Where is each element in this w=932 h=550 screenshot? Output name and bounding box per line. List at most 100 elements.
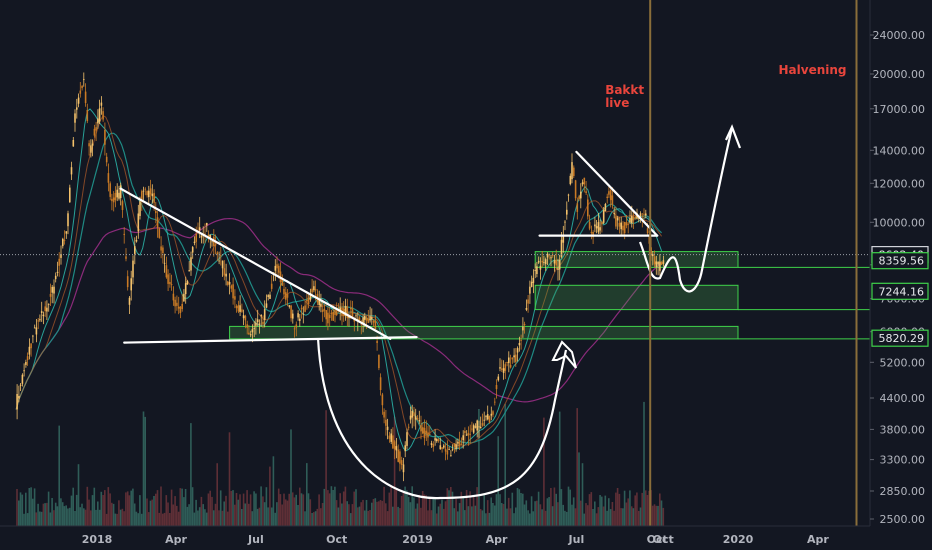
volume-bar (212, 510, 215, 526)
y-tick-label: 4400.00 (880, 392, 926, 405)
volume-bar (349, 513, 352, 526)
volume-bar (497, 436, 499, 526)
volume-bar (479, 509, 482, 526)
volume-bar (520, 493, 522, 526)
volume-bar (623, 490, 626, 526)
volume-bar (112, 503, 115, 526)
volume-bar (307, 493, 310, 526)
volume-bar (302, 494, 305, 526)
candle-body (253, 328, 255, 329)
volume-bar (486, 500, 489, 526)
volume-bar (67, 508, 69, 526)
volume-bar (51, 498, 53, 526)
candle-body (318, 299, 320, 305)
candle-body (406, 432, 408, 446)
candle-body (383, 411, 385, 418)
volume-bar (174, 496, 176, 526)
volume-bar (472, 496, 475, 526)
volume-bar (346, 501, 348, 526)
volume-bar (539, 504, 542, 526)
x-tick-label: Apr (807, 533, 829, 546)
candle-body (130, 278, 132, 291)
volume-bar (562, 504, 564, 526)
volume-bar (283, 493, 285, 526)
candle-body (214, 244, 217, 246)
candle-body (365, 317, 368, 321)
candle-body (374, 320, 377, 329)
volume-bar (372, 499, 375, 526)
volume-bar (306, 463, 308, 526)
candle-body (151, 193, 154, 197)
candle-body (256, 319, 259, 323)
candle-body (23, 370, 25, 372)
volume-bar (421, 491, 424, 526)
candle-body (364, 316, 366, 320)
volume-bar (622, 508, 624, 526)
volume-bar (61, 502, 64, 526)
volume-bar (488, 512, 491, 526)
candle-body (176, 302, 178, 306)
volume-bar (515, 507, 517, 526)
candle-body (478, 426, 480, 428)
volume-bar (244, 503, 247, 526)
candle-body (314, 289, 317, 291)
candle-body (198, 227, 201, 231)
candle-body (81, 86, 83, 89)
candle-body (195, 234, 197, 242)
volume-bar (462, 497, 464, 526)
candle-body (608, 191, 610, 195)
volume-bar (435, 513, 438, 526)
volume-bar (390, 486, 392, 526)
support-zone (229, 325, 739, 340)
candle-body (631, 216, 633, 224)
volume-bar (441, 499, 443, 526)
volume-bar (58, 425, 60, 526)
volume-bar (509, 508, 512, 526)
volume-bar (397, 506, 399, 526)
volume-bar (639, 507, 642, 526)
candle-body (126, 276, 129, 288)
cup-curve-drawing (316, 337, 568, 500)
candle-body (320, 303, 322, 307)
volume-bar (594, 501, 596, 526)
support-zone-layer (229, 251, 870, 340)
candle-body (330, 312, 333, 315)
volume-bar (534, 501, 536, 526)
x-tick-label: Apr (486, 533, 508, 546)
x-tick-layer: 2018 Apr Jul Oct 2019 Apr Jul Oct 2020 Apr Oct (82, 533, 830, 546)
volume-bar (270, 507, 273, 526)
candle-body (618, 223, 621, 227)
volume-bar (281, 504, 283, 526)
candle-body (125, 256, 127, 259)
volume-bar (39, 511, 41, 526)
candle-body (483, 419, 485, 421)
volume-bar (228, 432, 231, 526)
candle-body (611, 195, 614, 205)
volume-bar (91, 495, 94, 526)
volume-bar (40, 511, 43, 526)
candle-body (153, 193, 155, 203)
volume-bar (500, 503, 503, 526)
volume-bar (332, 490, 334, 526)
candle-body (397, 449, 399, 462)
candle-body (323, 308, 326, 311)
candle-body (146, 191, 148, 196)
volume-bar (643, 401, 645, 526)
volume-bar (28, 488, 31, 526)
volume-bar (351, 504, 354, 526)
volume-bar (618, 493, 621, 526)
volume-bar (499, 494, 501, 526)
volume-bar (109, 493, 111, 526)
volume-bar (123, 511, 125, 526)
y-tick-label: 24000.00 (873, 29, 926, 42)
candle-body (262, 321, 264, 325)
candle-body (550, 257, 552, 259)
candle-body (21, 374, 24, 384)
volume-bar (284, 499, 287, 526)
candle-body (420, 424, 422, 432)
volume-bar (216, 463, 218, 526)
volume-bar (98, 509, 101, 526)
candle-body (74, 113, 76, 123)
candle-body (508, 357, 510, 364)
